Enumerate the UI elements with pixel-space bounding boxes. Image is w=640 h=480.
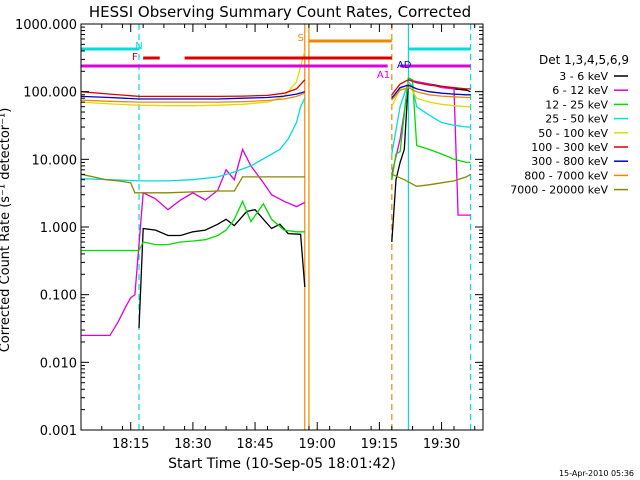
series-line-6-1 bbox=[391, 84, 471, 99]
series-line-6-0 bbox=[81, 91, 305, 100]
legend-label-2: 12 - 25 keV bbox=[545, 98, 608, 111]
series-line-3-0 bbox=[81, 97, 306, 182]
series-line-1-0 bbox=[81, 147, 306, 337]
legend-label-7: 800 - 7000 keV bbox=[524, 169, 608, 182]
legend-label-6: 300 - 800 keV bbox=[531, 155, 608, 168]
x-tick-label-0: 18:15 bbox=[112, 437, 149, 452]
flag-label-S: S bbox=[297, 33, 303, 44]
legend-title: Det 1,3,4,5,6,9 bbox=[539, 53, 629, 67]
y-tick-label-5: 100.000 bbox=[23, 86, 77, 101]
y-tick-label-1: 0.010 bbox=[40, 356, 77, 371]
series-line-0-0 bbox=[138, 208, 306, 329]
vertical-markers bbox=[138, 24, 472, 430]
series-line-7-0 bbox=[81, 92, 306, 103]
series-line-7-1 bbox=[391, 86, 471, 101]
x-axis-label: Start Time (10-Sep-05 18:01:42) bbox=[168, 456, 396, 472]
y-tick-label-6: 1000.000 bbox=[15, 18, 77, 33]
series-lines bbox=[81, 50, 471, 337]
x-tick-label-3: 19:00 bbox=[298, 437, 335, 452]
flag-label-N: N bbox=[135, 41, 142, 52]
legend-label-8: 7000 - 20000 keV bbox=[510, 184, 608, 197]
x-tick-label-4: 19:15 bbox=[361, 437, 398, 452]
legend-label-4: 50 - 100 keV bbox=[538, 127, 608, 140]
y-tick-label-3: 1.000 bbox=[40, 221, 77, 236]
series-line-2-1 bbox=[391, 76, 471, 180]
y-axis-label: Corrected Count Rate (s⁻¹ detector⁻¹) bbox=[0, 108, 13, 353]
series-line-8-1 bbox=[391, 173, 471, 187]
series-line-5-0 bbox=[81, 79, 306, 98]
flag-bars bbox=[81, 39, 471, 68]
y-axis-ticks: 0.001 0.010 0.100 1.000 10.000 100.000 1000.00… bbox=[15, 18, 483, 439]
x-tick-label-1: 18:30 bbox=[174, 437, 211, 452]
series-line-8-0 bbox=[81, 173, 305, 194]
flag-bar-labels: NF S AD A1 bbox=[132, 33, 412, 81]
series-line-5-1 bbox=[391, 79, 471, 96]
x-tick-label-2: 18:45 bbox=[236, 437, 273, 452]
x-axis-ticks: 18:15 18:30 18:45 19:00 19:15 19:30 bbox=[80, 24, 476, 452]
flag-label-A1: A1 bbox=[377, 70, 390, 81]
legend-label-1: 6 - 12 keV bbox=[552, 84, 608, 97]
y-tick-label-0: 0.001 bbox=[40, 424, 77, 439]
footer-timestamp: 15-Apr-2010 05:36 bbox=[559, 469, 634, 478]
legend-label-3: 25 - 50 keV bbox=[545, 113, 608, 126]
series-line-1-1 bbox=[391, 78, 471, 216]
flag-label-AD: AD bbox=[397, 60, 412, 71]
series-line-2-0 bbox=[81, 199, 305, 252]
legend-label-5: 100 - 300 keV bbox=[531, 141, 608, 154]
series-line-3-1 bbox=[391, 80, 471, 155]
x-tick-label-5: 19:30 bbox=[423, 437, 460, 452]
y-tick-label-2: 0.100 bbox=[40, 289, 77, 304]
flag-label-F: F bbox=[132, 52, 138, 63]
y-tick-label-4: 10.000 bbox=[32, 153, 78, 168]
chart-title: HESSI Observing Summary Count Rates, Cor… bbox=[89, 3, 471, 21]
legend-label-0: 3 - 6 keV bbox=[559, 70, 608, 83]
